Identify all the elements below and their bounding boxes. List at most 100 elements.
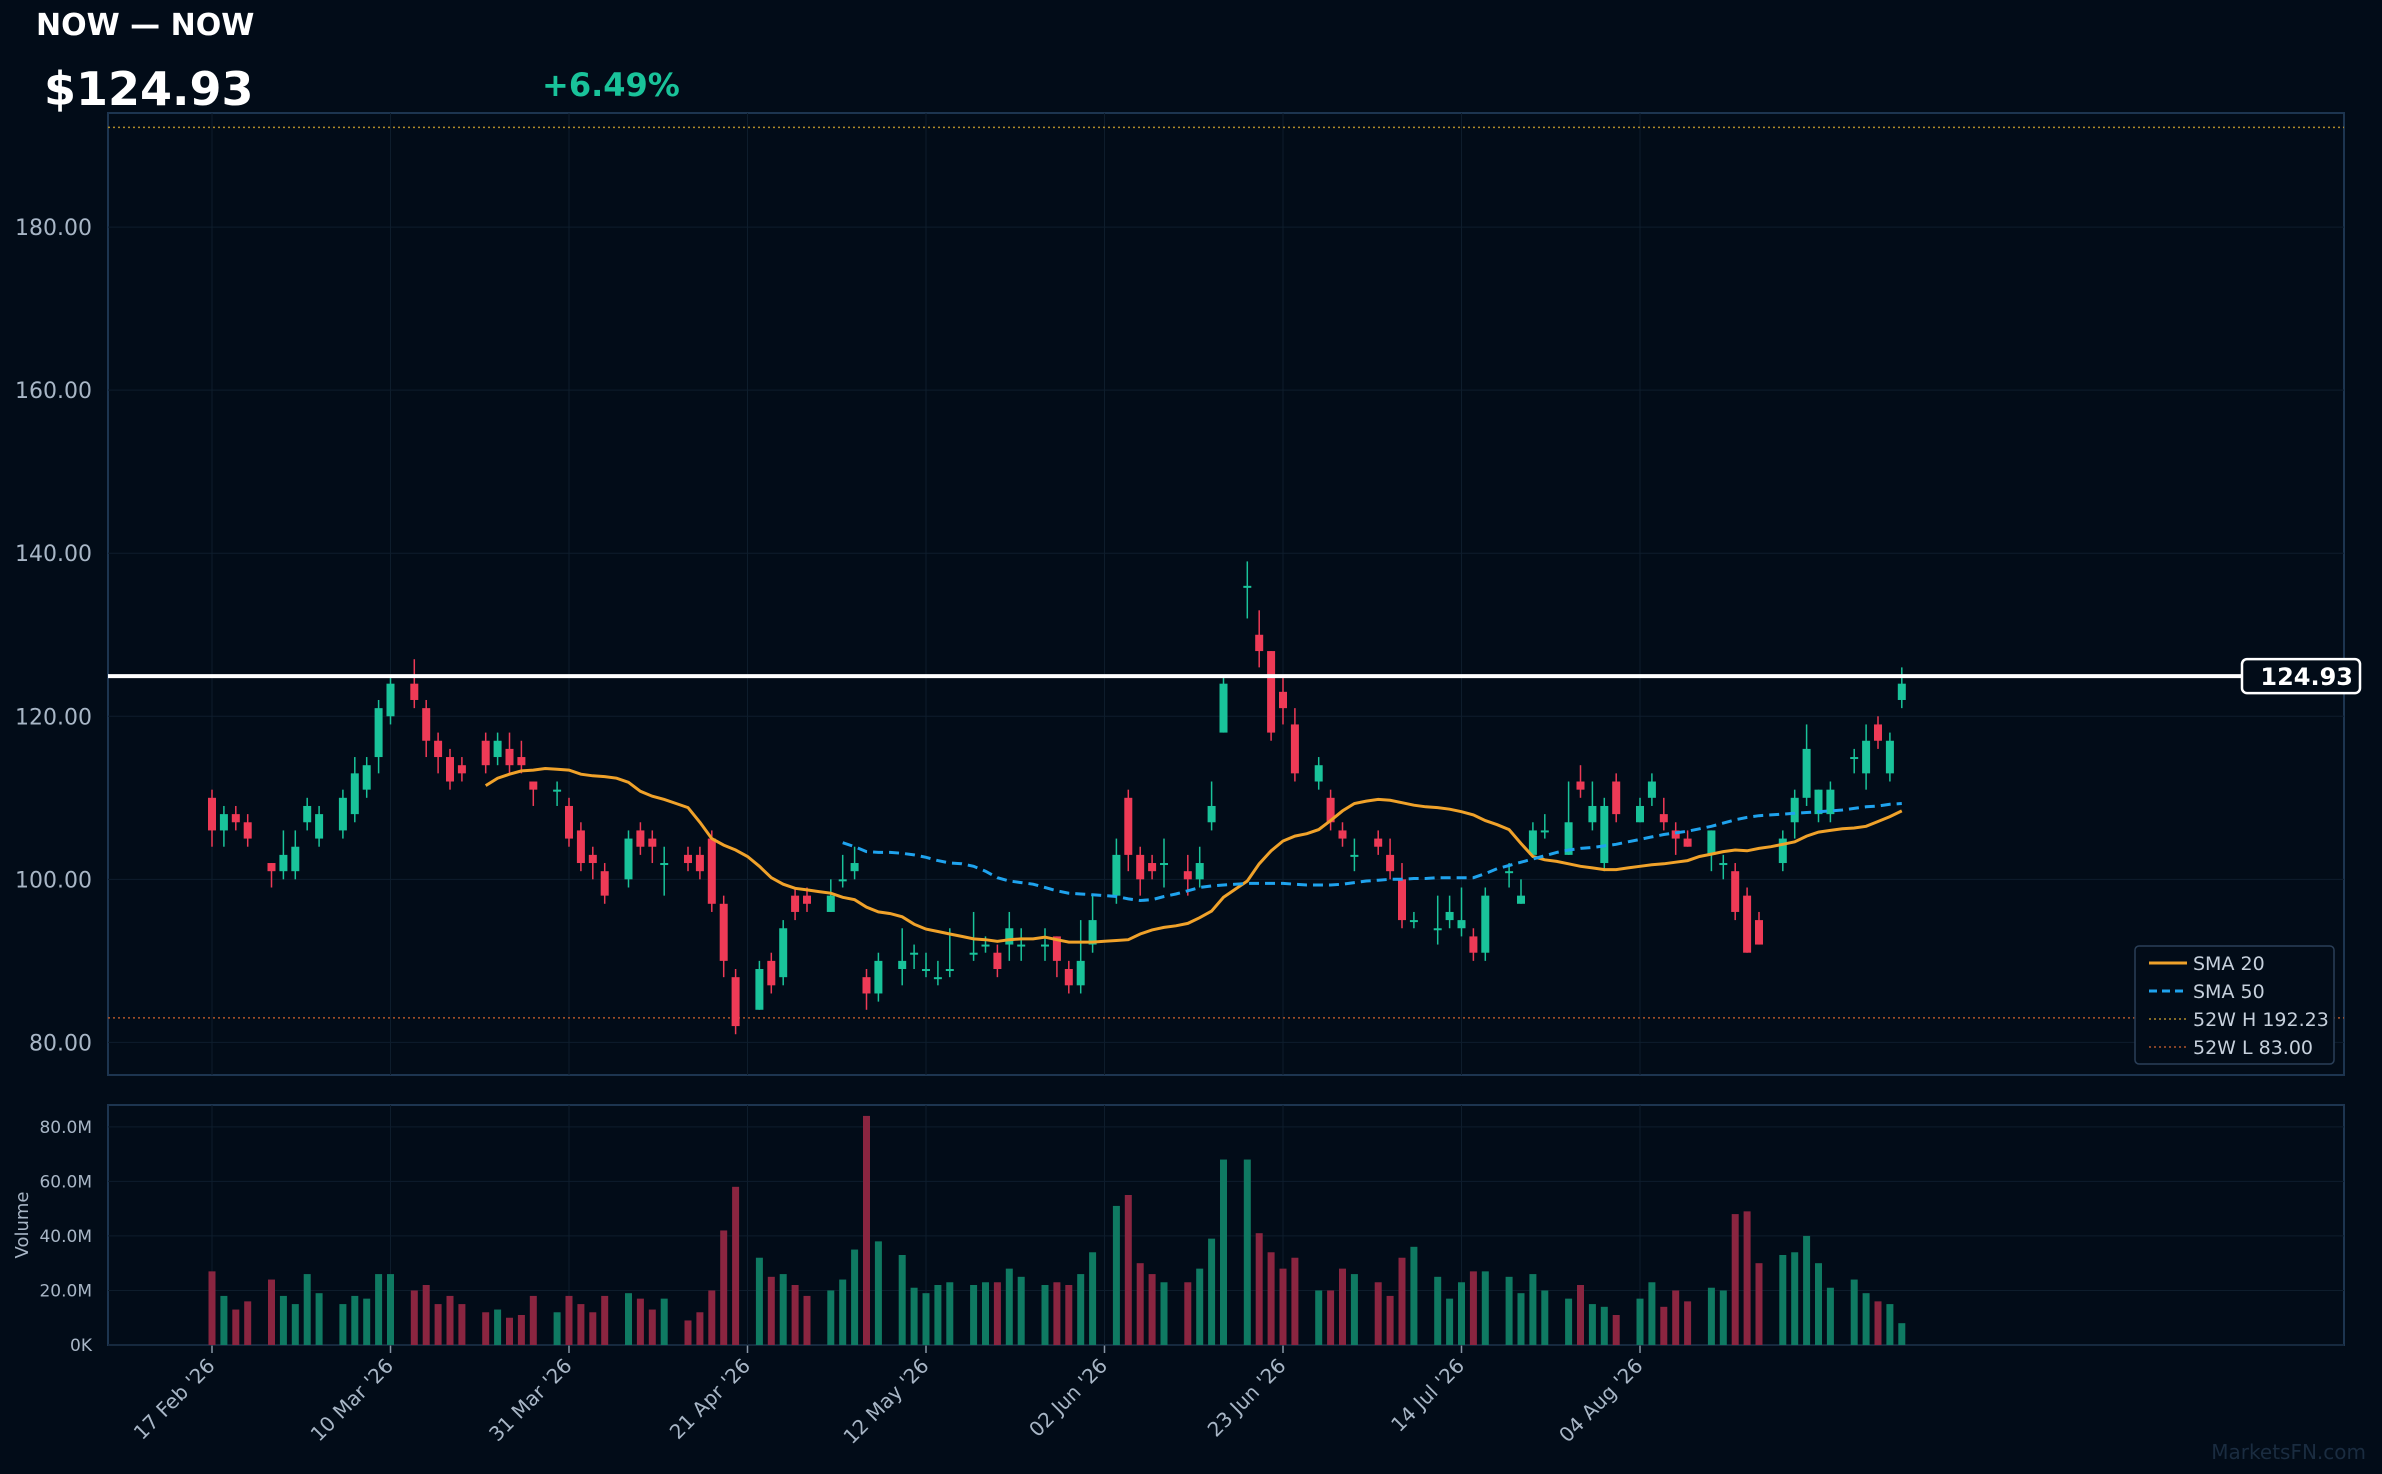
volume-bar (982, 1282, 989, 1345)
volume-bar (648, 1309, 656, 1345)
candle-body (1243, 585, 1252, 588)
volume-bar (1874, 1301, 1882, 1345)
candle-body (1267, 651, 1276, 733)
volume-bar (732, 1186, 740, 1345)
candle-body (1755, 920, 1763, 945)
sma20-line (484, 766, 1903, 944)
candle-body (1124, 797, 1133, 855)
candle-body (803, 895, 811, 904)
volume-bar (1208, 1238, 1216, 1345)
candle-body (1195, 863, 1204, 880)
volume-bar (1291, 1257, 1299, 1345)
volume-bar (1505, 1276, 1513, 1345)
candle-body (898, 960, 907, 970)
candle-body (695, 854, 704, 872)
volume-bar (1636, 1298, 1644, 1345)
candle-body (517, 757, 526, 766)
candle-body (1743, 895, 1752, 953)
volume-bar (791, 1285, 799, 1345)
candle-body (1136, 854, 1145, 880)
volume-bar (839, 1279, 847, 1345)
volume-bar (1184, 1282, 1192, 1345)
candle-body (1731, 871, 1740, 912)
volume-tick-label: 80.0M (39, 1118, 92, 1138)
volume-bar (970, 1285, 978, 1345)
candle-body (434, 740, 443, 758)
candle-body (1790, 797, 1799, 823)
volume-bar (1196, 1268, 1204, 1345)
volume-bar (1648, 1282, 1656, 1345)
volume-bar (1684, 1301, 1692, 1345)
candle-body (1219, 683, 1228, 733)
volume-bar (684, 1320, 692, 1345)
volume-bar (1053, 1282, 1061, 1345)
volume-bar (863, 1115, 870, 1345)
candle-body (410, 683, 419, 700)
volume-bar (1160, 1282, 1168, 1345)
candle-body (565, 805, 573, 839)
volume-bar (755, 1257, 763, 1345)
volume-bar (1065, 1285, 1073, 1345)
price-tick-label: 140.00 (15, 542, 92, 567)
volume-bar (422, 1285, 430, 1345)
candle-body (219, 814, 228, 831)
candle-body (1659, 814, 1668, 823)
volume-bar (232, 1309, 240, 1345)
candle-body (1088, 920, 1097, 945)
current-price: $124.93 (44, 62, 254, 116)
x-tick-label: 12 May '26 (838, 1354, 933, 1449)
volume-bar (482, 1312, 490, 1345)
price-tick-label: 100.00 (15, 868, 92, 893)
price-tick-label: 80.00 (29, 1031, 92, 1056)
volume-bar (1398, 1257, 1406, 1345)
volume-bar (291, 1304, 299, 1345)
volume-bar (268, 1279, 275, 1345)
volume-bar (1660, 1306, 1668, 1345)
volume-bar (922, 1293, 930, 1345)
candle-body (243, 822, 252, 839)
candle-body (446, 757, 454, 782)
candle-body (1517, 895, 1525, 904)
candle-body (1600, 805, 1609, 864)
volume-bar (363, 1298, 371, 1345)
volume-bar (1327, 1290, 1335, 1345)
volume-bar (1898, 1323, 1906, 1345)
volume-bar (696, 1312, 704, 1345)
volume-bar (315, 1293, 323, 1345)
legend-label: SMA 50 (2193, 981, 2265, 1003)
volume-bar (601, 1295, 609, 1345)
candle-body (350, 773, 359, 815)
volume-bar (589, 1312, 597, 1345)
candle-body (231, 814, 240, 823)
volume-bar (1577, 1285, 1584, 1345)
candle-body (1885, 740, 1894, 774)
candle-body (922, 969, 930, 972)
volume-tick-label: 60.0M (39, 1172, 92, 1192)
volume-bar (517, 1315, 525, 1345)
volume-bar (1791, 1252, 1799, 1345)
volume-bar (1017, 1276, 1025, 1345)
candle-body (1445, 911, 1454, 921)
candle-body (1409, 920, 1418, 923)
candle-body (505, 748, 514, 766)
candle-body (684, 854, 692, 864)
volume-tick-label: 40.0M (39, 1227, 92, 1247)
volume-bar (434, 1304, 442, 1345)
candle-body (1683, 838, 1692, 847)
volume-bar (1707, 1287, 1715, 1345)
price-panel-frame (107, 112, 2345, 1076)
volume-bar (993, 1282, 1001, 1345)
volume-axis-label: Volume (12, 1192, 33, 1259)
candle-body (1160, 863, 1168, 866)
volume-bar (708, 1290, 716, 1345)
volume-bar (220, 1295, 228, 1345)
candle-body (374, 708, 383, 758)
candle-body (208, 797, 216, 831)
volume-bar (803, 1295, 811, 1345)
volume-bar (910, 1287, 918, 1345)
volume-bar (208, 1271, 216, 1345)
volume-bar (1374, 1282, 1382, 1345)
volume-bar (494, 1309, 502, 1345)
candle-body (1826, 789, 1835, 815)
candle-body (981, 944, 990, 947)
